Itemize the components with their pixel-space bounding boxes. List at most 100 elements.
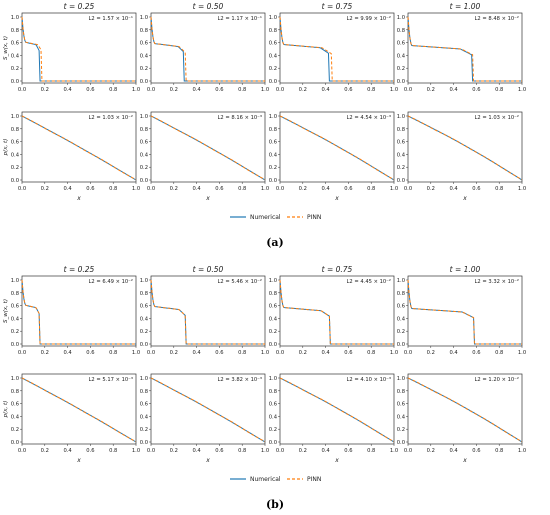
saturation-plot: 0.0 0.2 0.4 0.6 0.8 1.0 0.0 0.2 0.4 0.6 0.8 1.0 L2 =…: [3, 275, 140, 356]
y-tick-label: 0.2: [140, 427, 148, 433]
x-tick-label: 0.8: [238, 350, 246, 356]
x-tick-label: 1.0: [390, 448, 398, 454]
x-axis-label: x: [334, 195, 339, 202]
y-axis-label: p(x, t): [3, 401, 9, 419]
y-tick-label: 0.4: [269, 152, 278, 158]
pinn-line: [279, 16, 394, 82]
pinn-line: [279, 115, 395, 181]
y-tick-label: 0.4: [397, 316, 406, 322]
x-tick-label: 0.0: [276, 350, 284, 356]
y-tick-label: 0.2: [140, 329, 148, 335]
x-tick-label: 1.0: [132, 87, 140, 93]
x-tick-label: 0.0: [404, 186, 412, 192]
l2-annotation: L2 = 5.17 × 10⁻³: [89, 377, 133, 383]
y-tick-label: 0.4: [11, 152, 20, 158]
x-tick-label: 0.0: [404, 350, 412, 356]
x-tick-label: 0.6: [86, 448, 94, 454]
y-tick-label: 0.6: [397, 304, 405, 310]
x-tick-label: 0.8: [109, 186, 117, 192]
x-tick-label: 1.0: [261, 87, 269, 93]
time-title: t = 0.25: [64, 265, 95, 274]
l2-annotation: L2 = 1.03 × 10⁻²: [89, 115, 133, 121]
time-title: t = 0.25: [64, 2, 95, 11]
x-tick-label: 0.2: [427, 350, 435, 356]
x-tick-label: 0.6: [472, 350, 480, 356]
y-tick-label: 0.2: [140, 165, 148, 171]
x-tick-label: 0.0: [404, 87, 412, 93]
y-tick-label: 0.6: [140, 140, 148, 146]
y-tick-label: 0.2: [11, 165, 19, 171]
time-title: t = 0.50: [193, 2, 224, 11]
x-tick-label: 0.0: [18, 87, 26, 93]
x-tick-label: 1.0: [390, 186, 398, 192]
legend-pinn-label: PINN: [307, 476, 321, 483]
y-tick-label: 0.8: [140, 389, 148, 395]
x-tick-label: 1.0: [132, 448, 140, 454]
y-tick-label: 1.0: [140, 114, 148, 120]
x-tick-label: 1.0: [132, 350, 140, 356]
y-tick-label: 0.4: [397, 53, 406, 59]
y-tick-label: 1.0: [140, 376, 148, 382]
l2-annotation: L2 = 1.17 × 10⁻¹: [218, 16, 262, 22]
y-tick-label: 0.0: [140, 342, 148, 348]
l2-annotation: L2 = 8.16 × 10⁻³: [218, 115, 262, 121]
y-tick-label: 1.0: [11, 114, 19, 120]
y-tick-label: 1.0: [11, 15, 19, 21]
y-tick-label: 0.0: [140, 178, 148, 184]
x-tick-label: 1.0: [390, 87, 398, 93]
legend-numerical-label: Numerical: [250, 476, 281, 483]
x-tick-label: 0.2: [299, 87, 307, 93]
y-tick-label: 0.6: [397, 402, 405, 408]
x-tick-label: 0.2: [170, 350, 178, 356]
time-title: t = 0.75: [322, 265, 353, 274]
pressure-plot: 0.0 0.2 0.4 0.6 0.8 1.0 0.0 0.2 0.4 0.6 0.8 1.0 L2 =…: [140, 111, 269, 192]
y-tick-label: 0.8: [11, 127, 19, 133]
x-tick-label: 0.4: [449, 448, 458, 454]
x-tick-label: 0.8: [495, 350, 503, 356]
x-tick-label: 0.8: [238, 87, 246, 93]
x-tick-label: 0.4: [192, 350, 201, 356]
plot-frame: [279, 12, 395, 84]
x-tick-label: 0.2: [41, 448, 49, 454]
y-tick-label: 0.4: [140, 152, 149, 158]
pressure-plot: 0.0 0.2 0.4 0.6 0.8 1.0 0.0 0.2 0.4 0.6 0.8 1.0 L2 =…: [397, 111, 526, 192]
y-tick-label: 0.0: [11, 440, 19, 446]
x-tick-label: 0.0: [147, 186, 155, 192]
x-tick-label: 0.8: [238, 448, 246, 454]
x-tick-label: 1.0: [518, 350, 526, 356]
x-tick-label: 0.8: [109, 350, 117, 356]
l2-annotation: L2 = 9.99 × 10⁻²: [347, 16, 391, 22]
y-tick-label: 0.2: [397, 66, 405, 72]
y-tick-label: 0.2: [11, 66, 19, 72]
x-tick-label: 0.4: [192, 448, 201, 454]
y-tick-label: 0.2: [269, 165, 277, 171]
x-tick-label: 0.2: [299, 448, 307, 454]
x-tick-label: 0.2: [299, 350, 307, 356]
y-tick-label: 0.6: [11, 304, 19, 310]
l2-annotation: L2 = 1.57 × 10⁻¹: [89, 16, 133, 22]
legend: Numerical PINN: [230, 476, 321, 483]
y-tick-label: 1.0: [397, 114, 405, 120]
y-tick-label: 0.8: [11, 28, 19, 34]
plot-frame: [407, 111, 523, 183]
y-tick-label: 0.6: [269, 304, 277, 310]
x-tick-label: 0.0: [276, 448, 284, 454]
x-tick-label: 0.8: [367, 350, 375, 356]
x-tick-label: 0.0: [147, 87, 155, 93]
x-tick-label: 0.2: [170, 186, 178, 192]
y-tick-label: 1.0: [269, 15, 277, 21]
y-tick-label: 1.0: [397, 278, 405, 284]
x-tick-label: 0.0: [276, 87, 284, 93]
y-tick-label: 1.0: [140, 15, 148, 21]
legend: Numerical PINN: [230, 214, 321, 221]
l2-annotation: L2 = 3.32 × 10⁻²: [475, 279, 519, 285]
y-tick-label: 0.6: [11, 402, 19, 408]
x-tick-label: 0.6: [472, 87, 480, 93]
y-tick-label: 0.0: [269, 342, 277, 348]
y-tick-label: 0.8: [140, 291, 148, 297]
l2-annotation: L2 = 4.54 × 10⁻³: [347, 115, 391, 121]
x-tick-label: 0.8: [109, 448, 117, 454]
pinn-line: [407, 377, 523, 443]
y-tick-label: 0.4: [269, 414, 278, 420]
